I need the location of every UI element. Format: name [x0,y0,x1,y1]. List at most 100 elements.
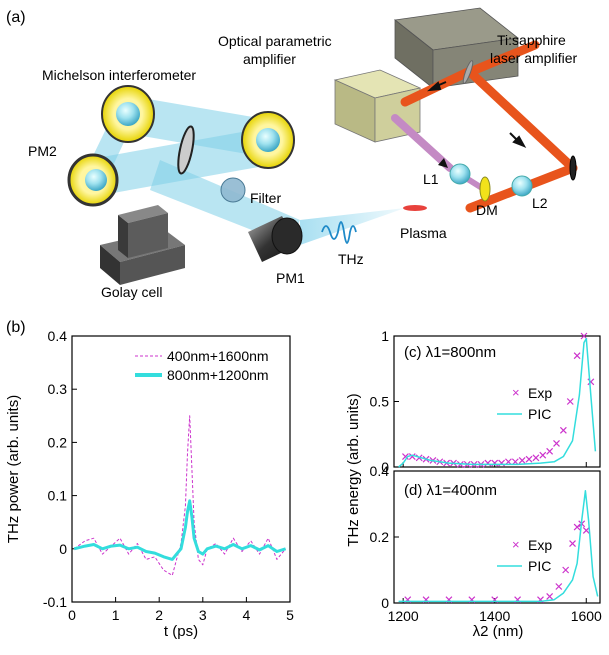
pm1-icon [248,216,303,262]
xtick-label: 2 [155,607,163,623]
opa-beam [391,114,454,172]
interferometer-mirror-icon [101,85,155,143]
pm2-icon [67,153,119,207]
ytick-label: 0.4 [370,463,390,479]
lens-l1-icon [449,163,471,185]
label-ti-line2: laser amplifier [490,50,577,66]
panel-label-b: (b) [6,319,26,336]
legend-label-pic: PIC [528,406,551,422]
data-point-exp [402,453,409,460]
data-point-exp [532,454,540,462]
mirror-icon [462,60,474,84]
data-point-exp [525,455,533,463]
ytick-label: 0.2 [48,434,68,450]
golay-cell-icon [100,205,185,285]
ytick-label: 0 [381,459,389,475]
chart-c: 0 0.5 1 (c) λ1=800nm × Exp PIC [370,328,601,475]
data-point-exp [582,526,590,534]
label-ti-line1: Ti:sapphire [497,32,566,48]
xtick-label: 4 [243,607,251,623]
ytick-label: 0.3 [48,381,68,397]
ytick-label: 0 [59,541,67,557]
ytick-label: 1 [381,328,389,344]
chart-d-xlabel: λ2 (nm) [473,623,524,640]
dichroic-mirror-icon [479,176,491,202]
chart-c-legend: × Exp PIC [497,385,552,422]
data-point-exp [573,352,581,360]
ytick-label: 0.4 [48,328,68,344]
data-point-exp [573,523,581,531]
data-point-exp [484,459,492,467]
thz-wave-icon [321,221,357,244]
data-point-exp [569,540,576,548]
xtick-label: 1200 [388,608,419,624]
legend-exp-marker: × [512,385,520,400]
ytick-label: 0.1 [48,488,68,504]
label-filter: Filter [250,190,281,206]
plasma-icon [403,205,427,211]
data-point-exp [498,459,506,467]
ytick-label: 0.5 [370,394,390,410]
label-l1: L1 [423,171,439,187]
legend-label-400nm: 400nm+1600nm [167,348,269,364]
beam-splitter-icon [177,125,195,175]
chart-d-legend: × Exp PIC [497,537,552,574]
series-line-400nm-1600nm [73,415,286,576]
xtick-label: 1600 [571,608,602,624]
label-dm: DM [476,202,498,218]
xtick-label: 0 [68,607,76,623]
ytick-label: -0.1 [43,594,67,610]
data-point-exp [555,583,563,590]
chart-b-legend: 400nm+1600nm 800nm+1200nm [135,348,269,383]
chart-b-xlabel: t (ps) [164,623,198,640]
data-point-exp [562,566,570,574]
label-l2: L2 [532,195,548,211]
data-point-exp [559,426,567,434]
ytick-label: 0 [381,595,389,611]
data-point-exp [546,447,554,455]
chart-b: -0.100.10.20.30.40 1 2 3 4 5 THz power (arb. … [5,328,294,640]
series-line-800nm-1200nm [73,499,287,561]
xtick-label: 5 [286,607,294,623]
panel-label-a: (a) [6,9,26,26]
opa-beam-arrow [438,158,448,168]
beam-arrows [426,81,527,148]
legend-exp-marker: × [512,537,520,552]
data-point-exp [546,592,554,600]
mirror-icon [569,155,577,181]
data-point-exp [408,453,416,460]
filter-icon [220,177,246,203]
data-point-exp [553,439,560,447]
legend-label-exp: Exp [528,385,552,401]
xtick-label: 3 [199,607,207,623]
legend-label-800nm: 800nm+1200nm [167,367,269,383]
interferometer-mirror-icon [241,111,295,169]
data-point-exp [518,457,526,464]
series-line-pic [398,337,597,468]
xtick-label: 1400 [479,608,510,624]
chart-cd-ylabel: THz energy (arb. units) [345,393,362,546]
data-point-exp [587,378,595,386]
label-pm2: PM2 [28,143,57,159]
data-point-exp [566,398,574,405]
chart-b-frame [71,335,291,603]
lens-l2-icon [511,175,533,197]
chart-d-label: (d) λ1=400nm [404,482,497,499]
label-plasma: Plasma [400,225,447,241]
ytick-label: 0.2 [370,529,390,545]
label-pm1: PM1 [276,270,305,286]
data-point-exp [539,451,547,459]
label-golay: Golay cell [101,284,162,300]
chart-d: 0 0.2 0.4 1200 1400 1600 (d) λ1=400nm × Exp P… [370,463,603,640]
label-thz: THz [338,251,364,267]
label-opa-line1: Optical parametric [218,33,332,49]
series-line-pic [398,490,599,603]
chart-b-ylabel: THz power (arb. units) [5,395,22,543]
chart-c-label: (c) λ1=800nm [404,344,496,361]
xtick-label: 1 [112,607,120,623]
setup-schematic: (a) [6,7,578,300]
legend-label-pic: PIC [528,558,551,574]
label-michelson: Michelson interferometer [42,67,196,83]
legend-label-exp: Exp [528,537,552,553]
